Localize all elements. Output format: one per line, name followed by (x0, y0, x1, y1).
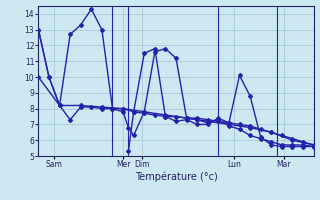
X-axis label: Température (°c): Température (°c) (135, 172, 217, 182)
